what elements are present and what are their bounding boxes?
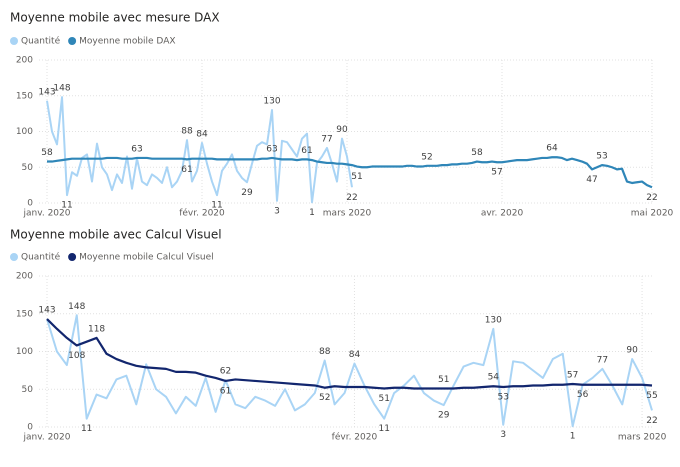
legend-label: Quantité bbox=[21, 36, 61, 47]
data-label: 53 bbox=[498, 392, 509, 402]
data-label: 130 bbox=[263, 97, 280, 107]
data-label: 56 bbox=[577, 390, 589, 400]
y-tick-label: 0 bbox=[27, 199, 33, 209]
data-label: 61 bbox=[301, 146, 312, 156]
data-label: 108 bbox=[68, 351, 85, 361]
data-label: 51 bbox=[378, 394, 389, 404]
y-tick-label: 200 bbox=[16, 272, 33, 282]
data-label: 55 bbox=[646, 391, 657, 401]
y-tick-label: 50 bbox=[22, 163, 34, 173]
data-label: 1 bbox=[570, 432, 576, 442]
data-label: 148 bbox=[53, 84, 70, 94]
data-label: 61 bbox=[181, 165, 192, 175]
data-label: 62 bbox=[220, 367, 231, 377]
data-label: 77 bbox=[597, 355, 608, 365]
legend-marker bbox=[10, 37, 18, 45]
data-label: 3 bbox=[274, 206, 280, 216]
data-label: 118 bbox=[88, 324, 105, 334]
y-tick-label: 100 bbox=[16, 347, 33, 357]
series-line bbox=[46, 318, 653, 390]
data-label: 143 bbox=[38, 87, 55, 97]
data-label: 1 bbox=[309, 208, 315, 218]
data-label: 88 bbox=[181, 127, 193, 137]
data-label: 148 bbox=[68, 302, 85, 312]
series-line bbox=[46, 96, 353, 204]
data-label: 77 bbox=[321, 134, 332, 144]
legend-marker bbox=[10, 253, 18, 261]
data-label: 11 bbox=[61, 201, 72, 211]
legend-marker bbox=[68, 253, 77, 261]
x-tick-label: janv. 2020 bbox=[23, 433, 71, 443]
data-label: 54 bbox=[488, 373, 500, 383]
x-tick-label: mai 2020 bbox=[631, 209, 674, 219]
x-tick-label: janv. 2020 bbox=[23, 209, 71, 219]
chart-title: Moyenne mobile avec Calcul Visuel bbox=[10, 228, 222, 242]
y-tick-label: 200 bbox=[16, 56, 33, 66]
data-label: 51 bbox=[438, 375, 449, 385]
data-label: 3 bbox=[500, 430, 506, 440]
x-tick-label: mars 2020 bbox=[618, 433, 667, 443]
y-tick-label: 150 bbox=[16, 309, 33, 319]
data-label: 61 bbox=[220, 386, 231, 396]
data-label: 22 bbox=[346, 193, 357, 203]
data-label: 58 bbox=[471, 148, 483, 158]
y-tick-label: 0 bbox=[27, 423, 33, 433]
series-line bbox=[47, 156, 653, 189]
data-label: 11 bbox=[81, 424, 92, 434]
data-label: 84 bbox=[349, 350, 361, 360]
chart-title: Moyenne mobile avec mesure DAX bbox=[10, 11, 220, 25]
data-label: 64 bbox=[546, 144, 558, 154]
legend-label: Moyenne mobile Calcul Visuel bbox=[79, 253, 214, 263]
x-tick-label: févr. 2020 bbox=[332, 432, 378, 443]
x-tick-label: avr. 2020 bbox=[481, 209, 524, 219]
data-label: 52 bbox=[319, 393, 330, 403]
x-tick-label: févr. 2020 bbox=[179, 208, 225, 219]
data-label: 90 bbox=[336, 125, 348, 135]
data-label: 84 bbox=[196, 129, 208, 139]
data-label: 57 bbox=[567, 370, 578, 380]
data-label: 90 bbox=[626, 346, 638, 356]
y-tick-label: 150 bbox=[16, 91, 33, 101]
y-tick-label: 100 bbox=[16, 127, 33, 137]
data-label: 29 bbox=[241, 188, 253, 198]
legend-marker bbox=[68, 37, 77, 45]
data-label: 22 bbox=[646, 416, 657, 426]
series-line bbox=[46, 314, 653, 428]
data-label: 130 bbox=[485, 315, 502, 325]
data-label: 52 bbox=[421, 152, 432, 162]
legend-label: Moyenne mobile DAX bbox=[79, 37, 175, 47]
data-label: 22 bbox=[646, 193, 657, 203]
data-label: 47 bbox=[586, 175, 597, 185]
data-label: 63 bbox=[131, 144, 142, 154]
y-tick-label: 50 bbox=[22, 385, 34, 395]
data-label: 58 bbox=[41, 148, 53, 158]
data-label: 11 bbox=[211, 201, 222, 211]
data-label: 88 bbox=[319, 347, 331, 357]
data-label: 53 bbox=[596, 152, 607, 162]
data-label: 63 bbox=[266, 144, 277, 154]
legend-label: Quantité bbox=[21, 252, 61, 263]
data-label: 11 bbox=[378, 424, 389, 434]
data-label: 29 bbox=[438, 411, 450, 421]
data-label: 57 bbox=[491, 168, 502, 178]
data-label: 143 bbox=[38, 306, 55, 316]
data-label: 51 bbox=[351, 172, 362, 182]
x-tick-label: mars 2020 bbox=[323, 209, 372, 219]
